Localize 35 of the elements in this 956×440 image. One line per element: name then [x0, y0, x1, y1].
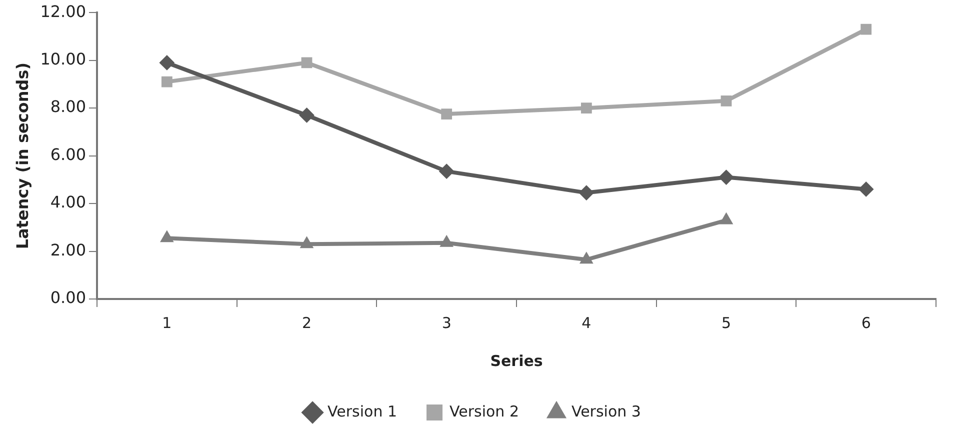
- point: [860, 24, 872, 35]
- point: [580, 102, 592, 114]
- point: [299, 108, 314, 123]
- y-tick-label: 10.00: [40, 49, 86, 68]
- point: [161, 76, 172, 88]
- y-tick-label: 8.00: [50, 97, 86, 116]
- point: [720, 95, 732, 106]
- point: [301, 57, 312, 68]
- y-tick-label: 0.00: [50, 288, 86, 308]
- x-tick-label: 6: [861, 314, 871, 332]
- y-tick-label: 6.00: [50, 144, 86, 164]
- point: [720, 212, 733, 224]
- point: [440, 235, 454, 247]
- point: [439, 164, 454, 179]
- point: [160, 230, 174, 242]
- x-tick-label: 2: [302, 314, 312, 332]
- x-tick-label: 5: [721, 314, 732, 332]
- y-tick-label: 4.00: [50, 192, 86, 212]
- x-tick-label: 3: [442, 314, 452, 332]
- legend-label: Version 1: [328, 402, 398, 420]
- point: [718, 170, 734, 185]
- point: [858, 182, 874, 197]
- point: [578, 185, 594, 200]
- point: [441, 108, 452, 120]
- legend-label: Version 2: [450, 402, 519, 420]
- x-tick-label: 4: [582, 314, 592, 332]
- y-tick-label: 2.00: [50, 240, 86, 260]
- x-axis-title: Series: [490, 352, 543, 370]
- y-axis-title: Latency (in seconds): [12, 62, 32, 250]
- legend-label: Version 3: [571, 402, 641, 420]
- point: [159, 55, 174, 70]
- y-tick-label: 12.00: [40, 2, 86, 21]
- point: [300, 236, 314, 248]
- point: [580, 252, 593, 264]
- x-tick-label: 1: [162, 314, 172, 332]
